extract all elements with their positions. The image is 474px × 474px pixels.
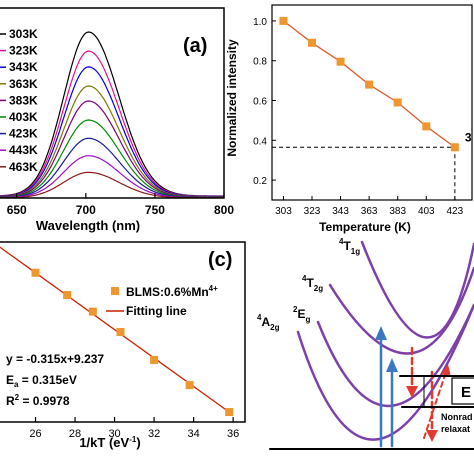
panel-c-frame <box>0 241 246 423</box>
c-point <box>31 268 40 277</box>
legend-label-343K: 343K <box>9 60 38 74</box>
panel-b: 303 323 343 363 383 403 423 0.2 0.4 0.6 0.8 1.0 3 T… <box>225 4 473 234</box>
b-point <box>308 38 316 47</box>
b-point <box>336 57 345 66</box>
b-x-tick-label: 363 <box>361 206 378 217</box>
panel-a-legend: 303K 323K 343K 363K 383K 403K 423K 443K 463K <box>0 27 38 174</box>
nonrad-label-2: relaxat <box>441 424 470 434</box>
term-4T2g: 4T2g <box>302 274 323 293</box>
b-point <box>365 80 374 89</box>
legend-label-443K: 443K <box>9 143 38 157</box>
legend-label-463K: 463K <box>9 160 38 174</box>
b-x-tick-label: 423 <box>447 206 464 217</box>
legend-label-423K: 423K <box>9 127 38 141</box>
b-y-tick-label: 0.6 <box>253 97 267 108</box>
emission-arrow-head <box>426 430 438 442</box>
legend-marker-label: BLMS:0.6%Mn4+ <box>126 284 218 299</box>
b-x-tick-label: 383 <box>389 206 406 217</box>
panel-b-ticks: 303 323 343 363 383 403 423 0.2 0.4 0.6 0.8 1.0 <box>253 17 464 217</box>
panel-b-guides <box>272 146 456 200</box>
b-point <box>422 122 431 131</box>
panel-c-x-ticks: 26 28 30 32 34 36 <box>29 417 239 440</box>
c-point <box>63 291 72 300</box>
legend-label-403K: 403K <box>9 110 38 124</box>
r-squared: R2 = 0.9978 <box>6 393 70 408</box>
nonrad-crossing-arrow-head <box>441 364 451 377</box>
b-x-tick-label: 343 <box>332 206 349 217</box>
term-2Eg: 2Eg <box>293 305 310 324</box>
b-point <box>279 16 288 25</box>
c-point <box>150 355 159 364</box>
b-x-tick-label: 403 <box>418 206 435 217</box>
b-point <box>450 143 459 152</box>
c-point <box>88 307 97 316</box>
excitation-arrow-2-head <box>386 358 398 372</box>
legend-label-363K: 363K <box>9 77 38 91</box>
panel-b-series <box>279 16 459 152</box>
fit-equation: y = -0.315x+9.237 <box>6 352 104 366</box>
energy-label: E <box>461 384 471 401</box>
c-x-tick-label: 36 <box>227 428 239 440</box>
panel-a: 650 700 750 800 (a) 303K 323K 343K 363K 383K 403… <box>0 7 234 233</box>
c-x-tick-label: 32 <box>148 428 160 440</box>
panel-d: 4A2g 2Eg 4T2g 4T1g E Nonrad relaxat <box>257 237 474 450</box>
legend-label-383K: 383K <box>9 93 38 107</box>
parabola-4T1g <box>360 240 474 339</box>
a-x-tick-label: 700 <box>76 203 96 217</box>
b-y-tick-label: 0.8 <box>253 57 267 68</box>
legend-line-label: Fitting line <box>126 304 187 318</box>
legend-label-323K: 323K <box>9 44 38 58</box>
c-x-tick-label: 34 <box>187 428 199 440</box>
c-x-tick-label: 28 <box>69 428 81 440</box>
a-x-tick-label: 800 <box>214 203 234 217</box>
panel-c-x-axis-label: 1/kT (eV-1) <box>79 435 140 450</box>
panel-a-label: (a) <box>183 35 207 57</box>
term-4A2g: 4A2g <box>257 313 280 332</box>
panel-a-x-ticks: 650 700 750 800 <box>7 193 234 217</box>
panel-b-frame <box>271 4 473 201</box>
panel-c-points <box>31 268 234 417</box>
panel-c: 26 28 30 32 34 36 (c) BLMS:0.6%Mn4+ Fitting l… <box>0 241 246 450</box>
b-point <box>393 98 402 107</box>
b-y-tick-label: 0.4 <box>253 136 267 147</box>
relaxation-arrow-head <box>406 386 418 398</box>
c-x-tick-label: 26 <box>29 428 41 440</box>
nonrad-crossing-arrow <box>423 371 447 439</box>
panel-b-y-axis-label: Normalized intensity <box>225 39 239 157</box>
panel-c-label: (c) <box>208 249 232 271</box>
a-x-tick-label: 650 <box>7 203 27 217</box>
parabola-4A2g <box>296 303 474 441</box>
b-x-tick-label: 303 <box>275 206 292 217</box>
c-point <box>225 408 234 417</box>
excitation-arrow-head <box>375 326 387 340</box>
c-x-tick-label: 30 <box>108 428 120 440</box>
parabola-4T2g <box>328 266 474 355</box>
a-x-tick-label: 750 <box>145 203 165 217</box>
nonrad-label-1: Nonrad <box>441 412 473 422</box>
panel-a-frame <box>0 7 225 199</box>
b-y-tick-label: 1.0 <box>253 17 267 28</box>
emission-spectra <box>0 31 224 199</box>
b-x-tick-label: 323 <box>304 206 321 217</box>
panel-a-x-axis-label: Wavelength (nm) <box>36 218 140 233</box>
legend-marker-swatch <box>111 287 119 295</box>
activation-energy: Ea = 0.315eV <box>6 373 77 389</box>
panel-b-guide-label: 3 <box>465 130 472 144</box>
c-point <box>116 328 125 336</box>
panel-c-legend: BLMS:0.6%Mn4+ Fitting line <box>106 284 218 318</box>
term-4T1g: 4T1g <box>339 237 360 256</box>
b-y-tick-label: 0.2 <box>253 176 267 187</box>
panel-b-x-axis-label: Temperature (K) <box>319 220 411 234</box>
energy-label-box <box>451 377 474 405</box>
legend-label-303K: 303K <box>9 27 38 41</box>
c-point <box>185 381 194 390</box>
